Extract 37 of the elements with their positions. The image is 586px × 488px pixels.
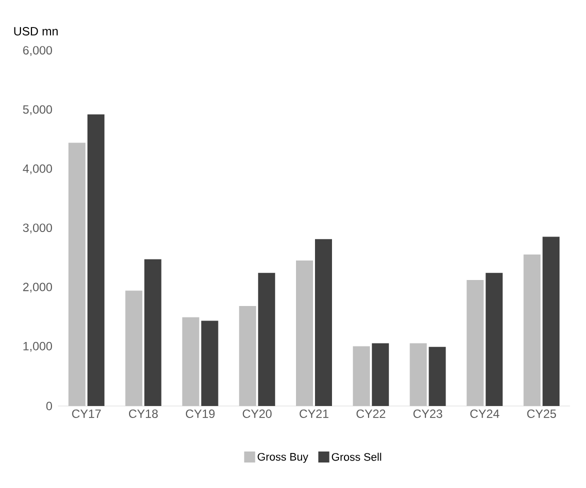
x-tick-label: CY22 [356,410,386,418]
bar [524,254,541,406]
legend-label: Gross Buy [258,452,308,463]
bar [428,346,446,406]
bar [87,114,104,406]
y-tick-label: 3,000 [23,224,52,234]
y-tick-label: 5,000 [23,105,52,116]
x-tick-label: CY19 [186,410,215,418]
bar [372,343,389,406]
bar [466,280,484,406]
bar [68,142,86,406]
bar [410,343,427,406]
x-tick-label: CY24 [470,410,500,418]
x-tick-label: CY21 [300,410,328,418]
legend-label: Gross Sell [332,452,382,461]
y-tick-label: 0 [46,402,52,410]
bar [315,239,332,406]
x-tick-label: CY25 [527,410,556,418]
x-tick-label: CY18 [128,410,158,418]
y-tick-label: 2,000 [23,282,52,293]
bar [182,317,200,406]
y-tick-label: 4,000 [22,164,52,174]
y-axis-title: USD mn [14,27,58,36]
bar [125,290,142,406]
bar [258,272,276,406]
bar [352,346,370,406]
bar [201,320,218,406]
bar [296,260,313,406]
x-tick-label: CY17 [72,410,101,418]
x-tick-label: CY23 [413,410,442,418]
bar [144,259,162,406]
bar [239,306,256,406]
bar [542,236,560,406]
y-tick-label: 1,000 [23,342,52,352]
x-tick-label: CY20 [242,410,272,418]
y-tick-label: 6,000 [23,46,52,56]
bar [486,272,503,406]
